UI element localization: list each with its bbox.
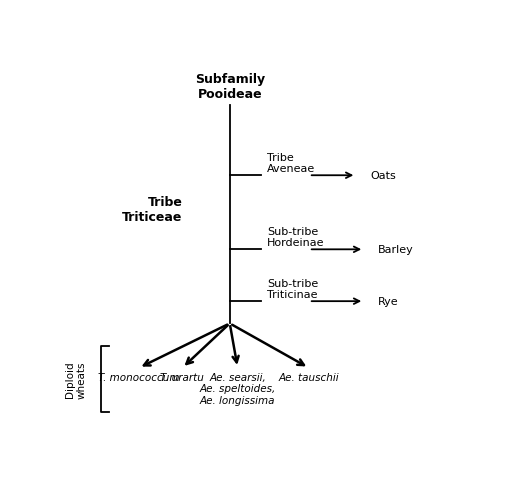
Text: Tribe
Aveneae: Tribe Aveneae: [267, 153, 315, 174]
Text: Rye: Rye: [377, 297, 398, 307]
Text: Diploid
wheats: Diploid wheats: [65, 360, 86, 398]
Text: T. urartu: T. urartu: [160, 372, 204, 382]
Text: Subfamily
Pooideae: Subfamily Pooideae: [194, 73, 264, 101]
Text: T. monococcum: T. monococcum: [98, 372, 179, 382]
Text: Ae. searsii,
Ae. speltoides,
Ae. longissima: Ae. searsii, Ae. speltoides, Ae. longiss…: [199, 372, 275, 405]
Text: Sub-tribe
Triticinae: Sub-tribe Triticinae: [267, 278, 318, 300]
Text: Ae. tauschii: Ae. tauschii: [278, 372, 338, 382]
Text: Sub-tribe
Hordeinae: Sub-tribe Hordeinae: [267, 227, 324, 248]
Text: Barley: Barley: [377, 245, 413, 255]
Text: Oats: Oats: [370, 171, 395, 181]
Text: Tribe
Triticeae: Tribe Triticeae: [122, 195, 182, 223]
